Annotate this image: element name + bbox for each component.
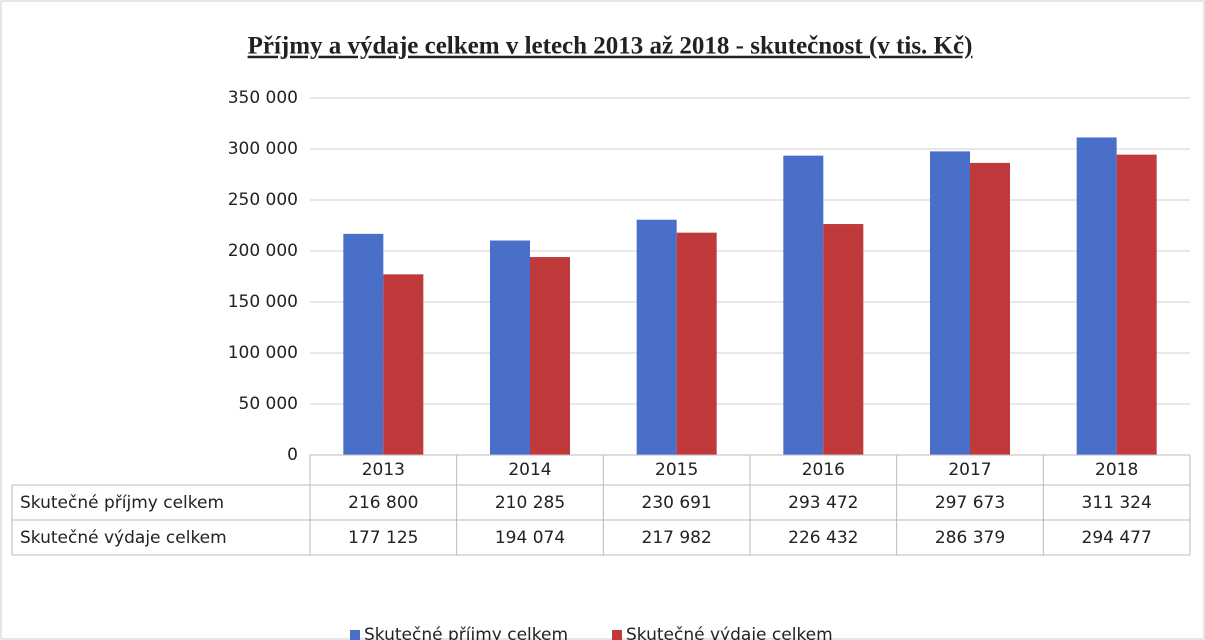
- legend-swatch: [612, 630, 622, 640]
- table-value: 194 074: [495, 528, 565, 548]
- table-value: 177 125: [348, 528, 418, 548]
- table-row-label: Skutečné výdaje celkem: [20, 528, 227, 548]
- y-tick-label: 0: [287, 445, 298, 465]
- legend-label: Skutečné výdaje celkem: [626, 625, 833, 640]
- y-tick-label: 200 000: [228, 241, 298, 261]
- table-value: 293 472: [788, 493, 858, 513]
- bar: [930, 151, 970, 455]
- y-tick-label: 300 000: [228, 139, 298, 159]
- y-tick-label: 150 000: [228, 292, 298, 312]
- bar: [343, 233, 384, 455]
- bar: [970, 162, 1010, 455]
- table-row-label: Skutečné příjmy celkem: [20, 493, 224, 513]
- table-value: 217 982: [642, 528, 712, 548]
- bar: [676, 232, 717, 455]
- table-value: 286 379: [935, 528, 1005, 548]
- bar: [823, 224, 864, 455]
- table-value: 210 285: [495, 493, 565, 513]
- bar: [530, 257, 570, 455]
- y-tick-label: 50 000: [239, 394, 298, 414]
- table-value: 216 800: [348, 493, 418, 513]
- bar: [783, 155, 824, 455]
- chart-title: Příjmy a výdaje celkem v letech 2013 až …: [248, 33, 973, 60]
- x-tick-label: 2017: [948, 460, 991, 480]
- bar: [1116, 154, 1157, 455]
- table-value: 297 673: [935, 493, 1005, 513]
- table-value: 294 477: [1082, 528, 1152, 548]
- x-tick-label: 2013: [362, 460, 405, 480]
- y-tick-label: 350 000: [228, 88, 298, 108]
- y-tick-label: 250 000: [228, 190, 298, 210]
- x-tick-label: 2016: [802, 460, 845, 480]
- legend-label: Skutečné příjmy celkem: [364, 625, 568, 640]
- y-tick-label: 100 000: [228, 343, 298, 363]
- x-tick-label: 2018: [1095, 460, 1138, 480]
- bar: [490, 240, 530, 455]
- table-value: 226 432: [788, 528, 858, 548]
- table-value: 311 324: [1082, 493, 1152, 513]
- table-value: 230 691: [642, 493, 712, 513]
- legend-swatch: [350, 630, 360, 640]
- bar: [1076, 137, 1117, 455]
- bar: [636, 219, 677, 455]
- x-tick-label: 2015: [655, 460, 698, 480]
- bar: [383, 274, 424, 455]
- x-tick-label: 2014: [508, 460, 551, 480]
